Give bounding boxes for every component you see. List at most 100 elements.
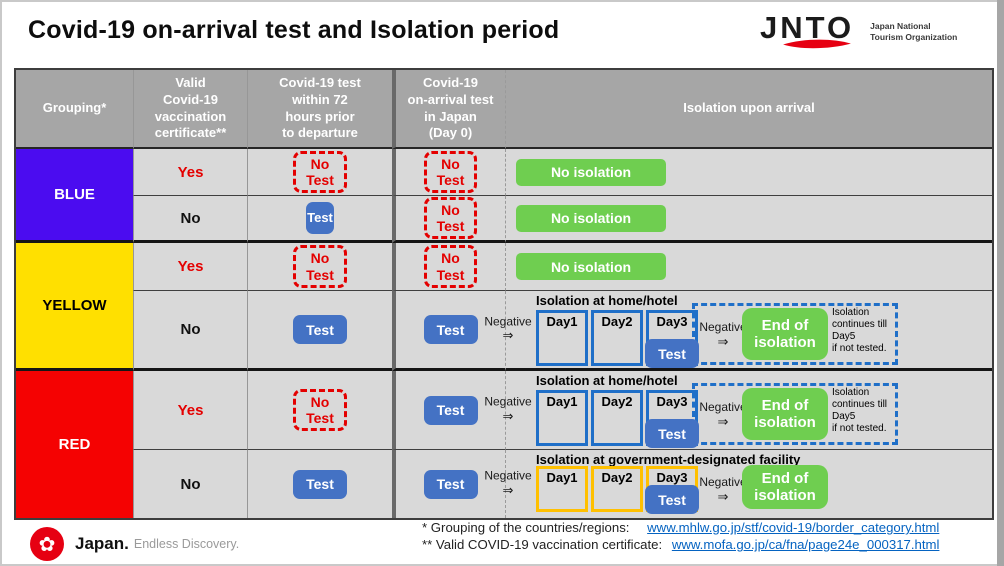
test-badge: Test: [293, 469, 347, 499]
cell-blue-no-isolation: No isolation: [505, 196, 992, 243]
cell-yellow-no-predeparture: Test: [247, 291, 392, 371]
isolation-note: Isolation continues till Day5 if not tes…: [832, 307, 888, 354]
no-isolation-badge: No isolation: [516, 253, 666, 280]
day3-box: Day3 Test: [645, 390, 699, 448]
negative-arrow-label: Negative ⇒: [697, 320, 749, 350]
day3-label: Day3: [656, 470, 688, 485]
cell-blue-no-certificate: No: [133, 196, 247, 243]
group-yellow: YELLOW: [16, 243, 133, 371]
group-blue: BLUE: [16, 149, 133, 243]
test-badge: Test: [645, 339, 699, 368]
arrow-icon: ⇒: [717, 333, 729, 349]
japan-logo-tagline: Endless Discovery.: [133, 537, 240, 551]
no-test-badge: No Test: [423, 245, 478, 288]
screen-edge-left: [0, 0, 2, 566]
day1-box: Day1: [536, 310, 588, 366]
arrow-icon: ⇒: [717, 413, 729, 429]
isolation-location-title: Isolation at home/hotel: [536, 373, 678, 388]
negative-arrow-label: Negative ⇒: [482, 394, 534, 425]
certificate-yes: Yes: [177, 163, 204, 181]
isolation-location-title: Isolation at home/hotel: [536, 293, 678, 308]
japan-endless-discovery-logo: ✿ Japan. Endless Discovery.: [30, 527, 239, 561]
footnotes: * Grouping of the countries/regions: www…: [422, 519, 939, 553]
arrow-icon: ⇒: [502, 482, 514, 498]
isolation-note: Isolation continues till Day5 if not tes…: [832, 387, 888, 434]
no-isolation-badge: No isolation: [516, 158, 666, 186]
arrow-icon: ⇒: [502, 327, 514, 343]
screen-edge-right: [997, 0, 1004, 566]
isolation-table: Grouping* Valid Covid-19 vaccination cer…: [14, 68, 994, 520]
jnto-logo: JNTO Japan National Tourism Organization: [760, 12, 957, 49]
screen-edge-bottom: [0, 564, 1004, 566]
negative-arrow-label: Negative ⇒: [697, 400, 749, 430]
negative-label: Negative: [699, 400, 747, 414]
jnto-wordmark: JNTO: [760, 12, 854, 49]
cell-red-no-certificate: No: [133, 450, 247, 518]
negative-label: Negative: [484, 468, 532, 483]
cell-red-no-predeparture: Test: [247, 450, 392, 518]
no-test-badge: No Test: [423, 150, 478, 194]
group-red: RED: [16, 371, 133, 518]
day1-box: Day1: [536, 466, 588, 512]
cell-red-yes-certificate: Yes: [133, 371, 247, 450]
isolation-location-title: Isolation at government-designated facil…: [536, 452, 801, 467]
conditional-dashed-box: [692, 383, 898, 445]
conditional-dashed-box: [692, 303, 898, 365]
certificate-yes: Yes: [177, 258, 204, 275]
cell-yellow-no-onarrival: Test Negative ⇒: [392, 291, 532, 371]
test-badge: Test: [423, 469, 478, 499]
footnote-grouping-link[interactable]: www.mhlw.go.jp/stf/covid-19/border_categ…: [647, 520, 940, 535]
footnote-certificate-label: ** Valid COVID-19 vaccination certificat…: [422, 537, 663, 552]
cell-blue-yes-predeparture: No Test: [247, 149, 392, 196]
jnto-red-swoosh-icon: [783, 39, 851, 49]
sakura-flower-icon: ✿: [30, 527, 64, 561]
test-badge: Test: [293, 315, 347, 344]
cell-yellow-yes-certificate: Yes: [133, 243, 247, 291]
day2-box: Day2: [591, 390, 643, 446]
test-badge: Test: [423, 315, 478, 344]
page-title: Covid-19 on-arrival test and Isolation p…: [28, 16, 560, 44]
cell-red-no-isolation: Isolation at government-designated facil…: [505, 450, 992, 518]
test-badge: Test: [645, 485, 699, 514]
header-pre-departure-test: Covid-19 test within 72 hours prior to d…: [247, 70, 392, 149]
cell-yellow-no-isolation: Isolation at home/hotel Day1 Day2 Day3 T…: [505, 291, 992, 371]
negative-label: Negative: [484, 314, 532, 329]
no-test-badge: No Test: [293, 245, 347, 288]
day3-label: Day3: [656, 314, 688, 329]
end-of-isolation-badge: End of isolation: [742, 465, 828, 509]
cell-red-yes-onarrival: Test Negative ⇒: [392, 371, 532, 450]
footnote-certificate: ** Valid COVID-19 vaccination certificat…: [422, 536, 939, 553]
test-badge: Test: [645, 419, 699, 448]
day2-box: Day2: [591, 310, 643, 366]
test-badge: Test: [306, 202, 334, 234]
arrow-icon: ⇒: [717, 488, 729, 504]
footnote-certificate-link[interactable]: www.mofa.go.jp/ca/fna/page24e_000317.htm…: [671, 537, 940, 552]
footnote-grouping-label: * Grouping of the countries/regions:: [422, 520, 630, 535]
negative-arrow-label: Negative ⇒: [482, 314, 534, 344]
day3-label: Day3: [656, 394, 688, 409]
certificate-no: No: [180, 475, 201, 493]
day3-box: Day3 Test: [645, 466, 699, 514]
cell-blue-yes-onarrival: No Test: [392, 149, 505, 196]
day1-box: Day1: [536, 390, 588, 446]
cell-yellow-yes-isolation: No isolation: [505, 243, 992, 291]
negative-label: Negative: [699, 320, 747, 334]
negative-label: Negative: [484, 394, 532, 409]
certificate-yes: Yes: [177, 401, 204, 419]
certificate-no: No: [180, 209, 201, 227]
header-grouping: Grouping*: [16, 70, 133, 149]
end-of-isolation-badge: End of isolation: [742, 308, 828, 360]
no-test-badge: No Test: [423, 196, 478, 240]
cell-red-yes-isolation: Isolation at home/hotel Day1 Day2 Day3 T…: [505, 371, 992, 450]
cell-yellow-yes-onarrival: No Test: [392, 243, 505, 291]
header-isolation: Isolation upon arrival: [505, 70, 992, 149]
day3-box: Day3 Test: [645, 310, 699, 368]
header-certificate: Valid Covid-19 vaccination certificate**: [133, 70, 247, 149]
day-boxes: Day1 Day2 Day3 Test: [536, 466, 699, 514]
footnote-grouping: * Grouping of the countries/regions: www…: [422, 519, 939, 536]
day2-box: Day2: [591, 466, 643, 512]
no-test-badge: No Test: [293, 150, 347, 194]
cell-yellow-yes-predeparture: No Test: [247, 243, 392, 291]
cell-red-no-onarrival: Test Negative ⇒: [392, 450, 532, 518]
test-badge: Test: [423, 395, 478, 425]
